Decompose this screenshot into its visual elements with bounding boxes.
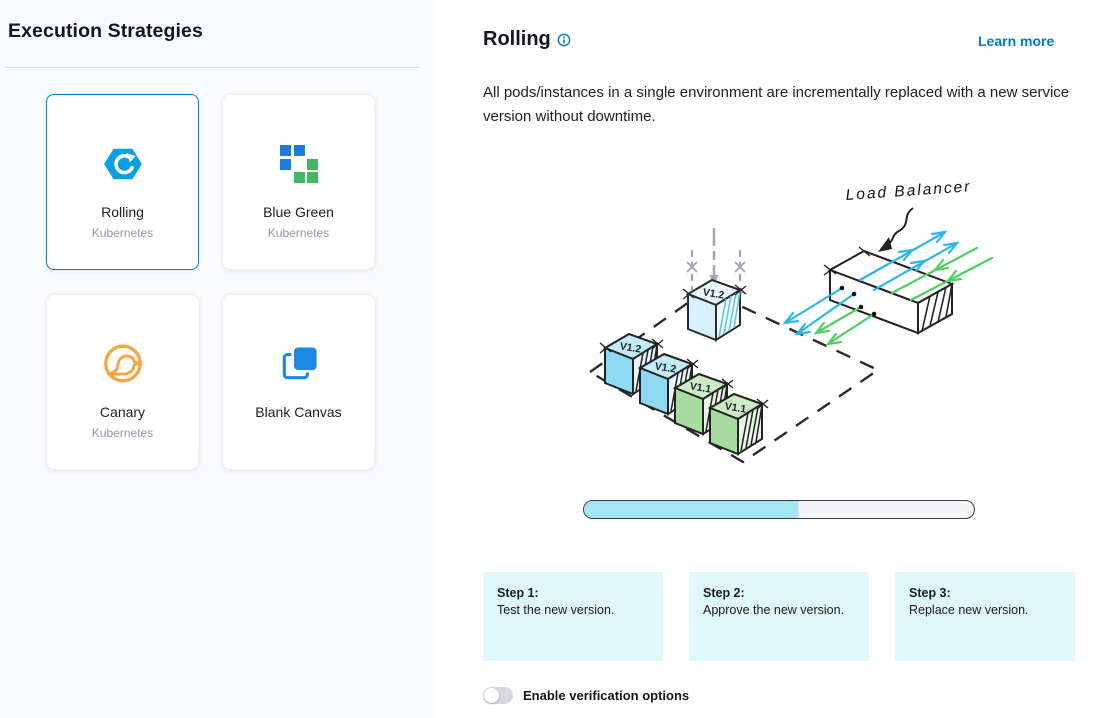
strategy-description: All pods/instances in a single environme… [483,84,1070,125]
strategy-card-blue-green[interactable]: Blue Green Kubernetes [222,94,375,270]
deploy-drop-lines [686,228,746,295]
verification-toggle-row: Enable verification options [483,687,689,704]
canary-bird-icon [100,340,146,388]
rolling-hexagon-icon [102,140,144,188]
pod-cube-incoming-v12: V1.2 [682,278,747,342]
card-label: Rolling [101,204,144,220]
strategy-card-rolling[interactable]: Rolling Kubernetes [46,94,199,270]
svg-text:V1.2: V1.2 [654,360,677,375]
svg-text:V1.2: V1.2 [619,340,642,355]
step-card-3: Step 3: Replace new version. [895,572,1075,661]
blue-green-squares-icon [279,140,319,188]
blank-canvas-icon [278,340,320,388]
step-title: Step 3: [909,586,951,600]
rolling-strategy-diagram: V1.2 V1.2 [587,178,994,464]
strategy-list-panel: Execution Strategies Rolling Kubernetes [0,0,437,718]
card-sublabel: Kubernetes [91,426,154,440]
toggle-knob [484,688,499,703]
svg-text:V1.1: V1.1 [689,380,712,395]
card-label: Blue Green [263,204,334,220]
step-title: Step 2: [703,586,745,600]
step-title: Step 1: [497,586,539,600]
pod-cube-v11-b: V1.1 [707,392,769,456]
traffic-arrows-green [813,246,994,346]
info-icon[interactable] [557,33,571,47]
deployment-progress-bar [583,500,975,519]
environment-boundary-dashed [587,288,881,464]
page-title: Execution Strategies [8,20,203,42]
verification-toggle[interactable] [483,687,513,704]
annotation-arrow [886,207,914,246]
strategy-card-blank-canvas[interactable]: Blank Canvas [222,294,375,470]
step-text: Test the new version. [497,602,615,617]
load-balancer-label: Load Balancer [845,178,972,204]
strategy-title: Rolling [483,28,551,50]
annotation-arrowhead [878,237,892,252]
svg-text:V1.2: V1.2 [702,286,725,301]
strategy-detail-panel: Rolling Learn more All pods/instances in… [437,0,1116,718]
progress-fill [584,501,799,518]
card-label: Blank Canvas [255,404,342,420]
step-card-1: Step 1: Test the new version. [483,572,663,661]
divider [5,67,420,68]
traffic-arrows-blue [782,230,960,336]
card-sublabel: Kubernetes [267,226,330,240]
verification-toggle-label: Enable verification options [523,688,690,703]
load-balancer-box [823,246,955,335]
card-sublabel: Kubernetes [91,226,154,240]
card-label: Canary [99,404,146,420]
step-card-2: Step 2: Approve the new version. [689,572,869,661]
strategy-card-canary[interactable]: Canary Kubernetes [46,294,199,470]
step-text: Approve the new version. [703,602,845,617]
svg-text:V1.1: V1.1 [724,400,747,415]
learn-more-link[interactable]: Learn more [978,33,1055,49]
step-text: Replace new version. [909,602,1029,617]
load-balancer-ports [839,285,877,317]
